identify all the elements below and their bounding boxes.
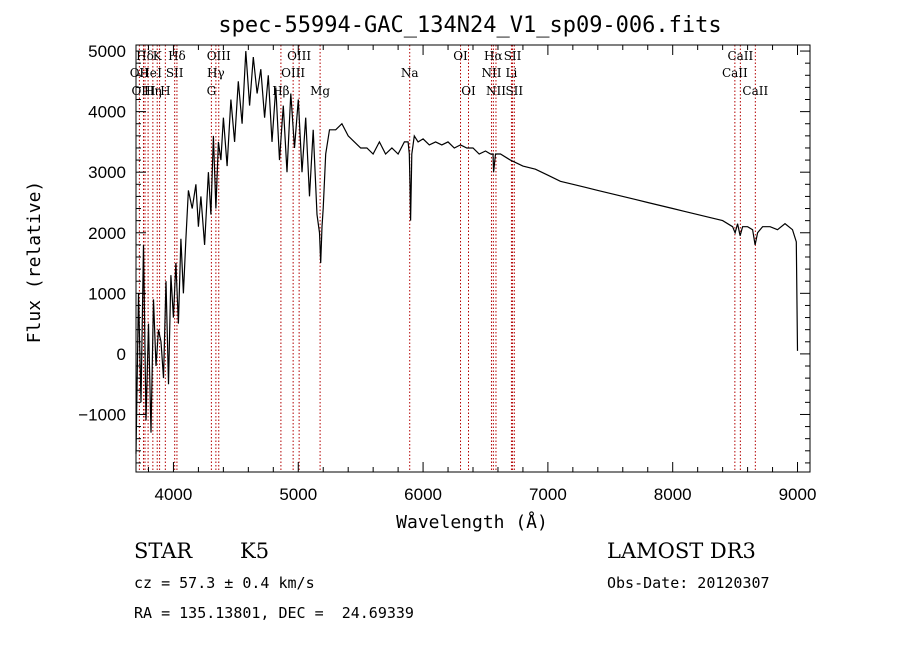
spectrum-line (135, 51, 799, 454)
line-marker-label: He (139, 66, 157, 80)
object-class: STAR (134, 539, 193, 563)
x-axis-label: Wavelength (Å) (396, 511, 548, 533)
line-marker-label: SII (166, 66, 184, 80)
line-marker-label: Li (506, 66, 518, 80)
line-marker-label: CaII (722, 66, 748, 80)
line-marker-label: SII (505, 84, 523, 98)
line-marker-label: G (207, 84, 217, 98)
line-marker-label: Mg (310, 84, 330, 98)
y-tick-label: 2000 (88, 224, 126, 243)
x-tick-label: 5000 (279, 485, 317, 504)
line-marker-label: NII (481, 66, 501, 80)
line-marker-label: OIII (287, 49, 311, 63)
line-marker-label: Hδ (168, 49, 186, 63)
coordinates: RA = 135.13801, DEC = 24.69339 (134, 604, 414, 622)
y-tick-label: 4000 (88, 103, 126, 122)
line-marker-label: Hγ (207, 66, 225, 80)
line-marker-label: OIII (207, 49, 231, 63)
x-tick-label: 7000 (529, 485, 567, 504)
line-marker-label: OI (453, 49, 468, 63)
chart-title: spec-55994-GAC_134N24_V1_sp09-006.fits (218, 13, 721, 38)
y-axis-ticks: −1000 0 1000 2000 3000 4000 5000 (78, 42, 810, 464)
object-subclass: K5 (240, 539, 270, 563)
redshift-text: cz = 57.3 ± 0.4 km/s (134, 574, 315, 592)
line-marker-label: CaII (742, 84, 768, 98)
line-marker-label: Na (401, 66, 419, 80)
line-marker-label: I (157, 66, 162, 80)
line-marker-label: Hη (144, 84, 162, 98)
line-marker-label: OII (130, 66, 150, 80)
x-tick-label: 6000 (404, 485, 442, 504)
line-markers (138, 45, 756, 472)
line-marker-label: Hδ (136, 49, 154, 63)
line-marker-label: OI (461, 84, 476, 98)
x-tick-label: 4000 (155, 485, 193, 504)
x-tick-label: 9000 (779, 485, 817, 504)
line-marker-label: H (160, 84, 170, 98)
x-tick-label: 8000 (654, 485, 692, 504)
y-tick-label: −1000 (78, 405, 126, 424)
x-axis-ticks: 4000 5000 6000 7000 8000 9000 (147, 45, 817, 504)
y-tick-label: 3000 (88, 163, 126, 182)
line-marker-label: NII (486, 84, 506, 98)
y-tick-label: 5000 (88, 42, 126, 61)
y-tick-label: 1000 (88, 284, 126, 303)
line-marker-label: K (153, 49, 163, 63)
line-marker-label: SII (504, 49, 522, 63)
line-marker-label: CaII (727, 49, 753, 63)
y-tick-label: 0 (117, 345, 126, 364)
survey-name: LAMOST DR3 (607, 539, 756, 563)
obs-date: Obs-Date: 20120307 (607, 574, 770, 592)
line-marker-label: OIII (281, 66, 305, 80)
y-axis-label: Flux (relative) (24, 181, 45, 344)
line-marker-label: Hα (484, 49, 503, 63)
